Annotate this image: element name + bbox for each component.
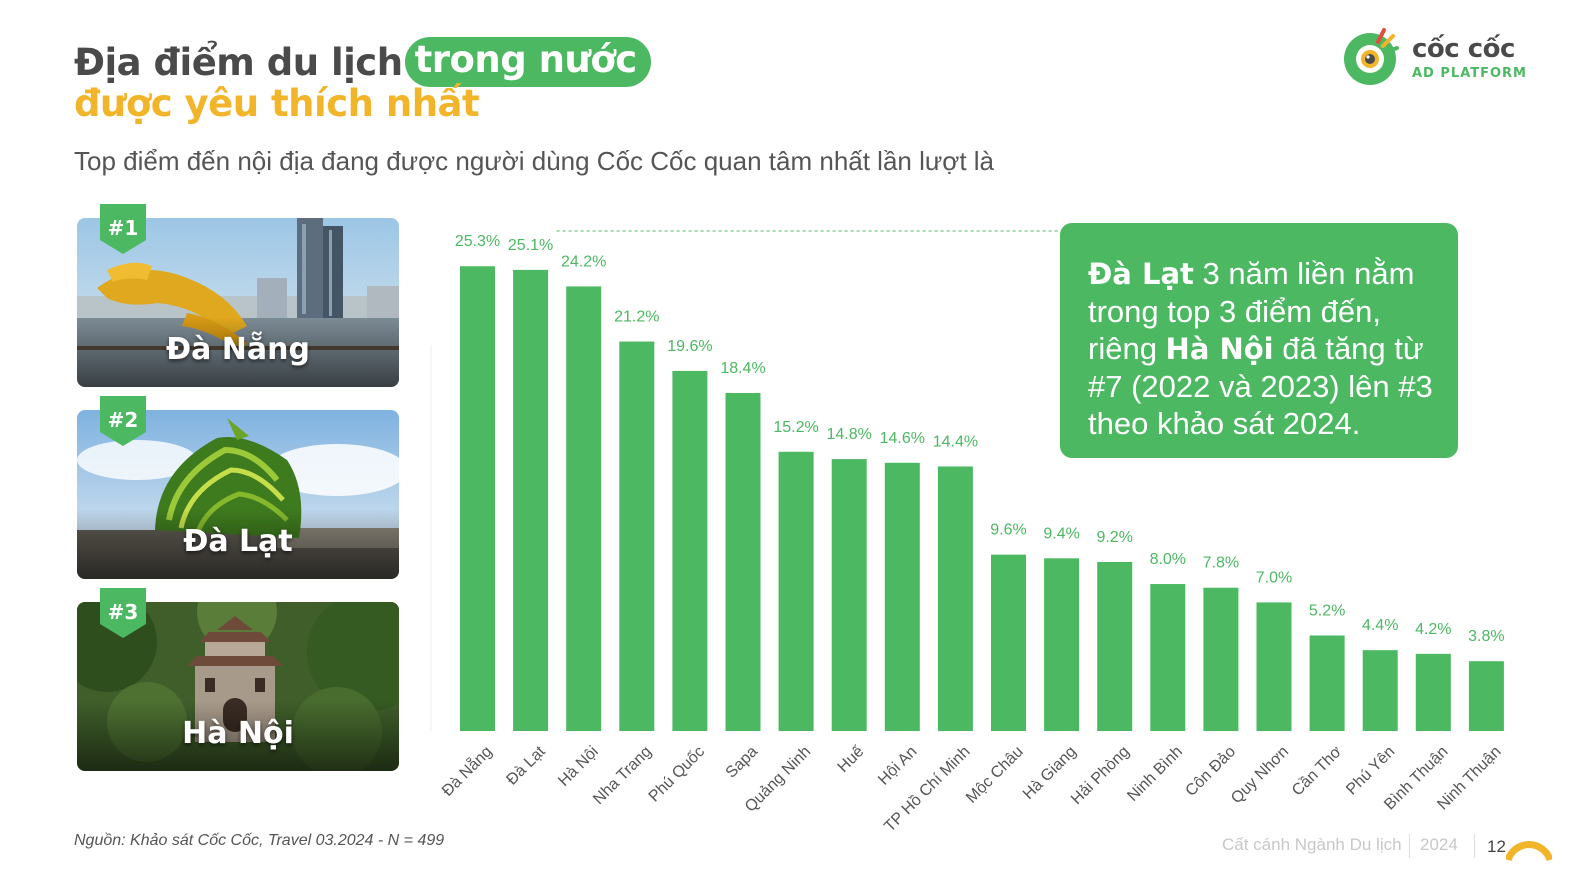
card-shade (77, 509, 399, 579)
rank-label: #2 (107, 408, 139, 432)
logo-tagline: AD PLATFORM (1412, 66, 1527, 81)
bar-value-label: 5.2% (1309, 602, 1345, 619)
bar-value-label: 3.8% (1468, 628, 1504, 645)
bar-value-label: 4.4% (1362, 617, 1398, 634)
category-tick-label: Ninh Bình (1124, 743, 1186, 805)
bar (1097, 561, 1133, 731)
bar-value-label: 4.2% (1415, 621, 1451, 638)
callout-text-2: đã tăng từ #7 (2022 và 2023) lên #3 theo… (1088, 331, 1433, 441)
category-tick-label: Đà Nẵng (438, 742, 496, 800)
bar (672, 370, 708, 731)
destinations-bar-chart: 25.3% Đà Nẵng 25.1% Đà Lạt 24.2% Hà Nội 21.2% N… (430, 230, 1506, 835)
bar-value-label: 25.1% (508, 237, 553, 254)
bar (937, 466, 973, 731)
bar-value-label: 14.6% (880, 430, 925, 447)
category-tick-label: Sapa (723, 743, 762, 782)
footer-divider (1474, 834, 1475, 858)
bar-value-label: 24.2% (561, 253, 606, 270)
bar-value-label: 14.4% (933, 433, 978, 450)
bar (1044, 558, 1080, 731)
category-tick-label: Phú Quốc (646, 743, 708, 805)
bar-value-label: 9.2% (1096, 529, 1132, 546)
bar (619, 341, 655, 731)
corner-arc-icon (1506, 841, 1552, 862)
bar-value-label: 9.4% (1043, 525, 1079, 542)
coccoc-logo: cốc cốc AD PLATFORM (1342, 28, 1532, 88)
page-title: Địa điểm du lịch trong nước (74, 36, 651, 88)
bar-value-label: 9.6% (990, 522, 1026, 539)
card-shade (77, 701, 399, 771)
bar (566, 286, 602, 731)
bar (1150, 584, 1186, 731)
bar-value-label: 14.8% (827, 426, 872, 443)
rank-badge-2: #2 (100, 396, 146, 446)
logo-name: cốc cốc (1412, 34, 1515, 64)
card-city-name: Đà Lạt (183, 524, 293, 559)
category-tick-label: Quy Nhơn (1228, 743, 1292, 807)
bar (831, 459, 867, 731)
title-highlight: trong nước (404, 37, 651, 87)
category-tick-label: Đà Lạt (503, 743, 549, 789)
category-tick-label: Mộc Châu (963, 743, 1027, 807)
bar-value-label: 7.8% (1203, 555, 1239, 572)
footer-divider (1409, 834, 1410, 858)
rank-label: #3 (107, 600, 139, 624)
report-name: Cất cánh Ngành Du lịch (1222, 835, 1402, 854)
bar-value-label: 25.3% (455, 233, 500, 250)
bar (778, 451, 814, 731)
category-tick-label: Huế (835, 743, 868, 776)
insight-callout: Đà Lạt 3 năm liền nằm trong top 3 điểm đ… (1060, 223, 1458, 458)
callout-bold-1: Đà Lạt (1088, 257, 1194, 291)
category-tick-label: Nha Trang (590, 743, 655, 808)
title-line-2: được yêu thích nhất (74, 82, 480, 125)
category-tick-label: Hà Nội (555, 743, 602, 790)
bar-value-label: 15.2% (773, 419, 818, 436)
category-tick-label: Cần Thơ (1289, 743, 1346, 800)
bar-value-label: 21.2% (614, 309, 659, 326)
report-year: 2024 (1420, 835, 1458, 854)
category-tick-label: Phú Yên (1343, 743, 1398, 798)
card-shade (77, 317, 399, 387)
bar-value-label: 18.4% (720, 360, 765, 377)
bar (1468, 661, 1504, 731)
bar (991, 554, 1026, 731)
callout-text-1: 3 năm liền nằm trong top 3 điểm đến, riê… (1088, 256, 1415, 366)
bar (1309, 635, 1345, 731)
bar (1362, 650, 1398, 731)
rank-badge-3: #3 (100, 588, 146, 638)
bar (513, 269, 549, 731)
coccoc-logo-icon (1344, 28, 1399, 85)
category-tick-label: Hải Phòng (1068, 743, 1133, 808)
bar-value-label: 8.0% (1150, 551, 1186, 568)
bar-value-label: 7.0% (1256, 569, 1292, 586)
card-city-name: Đà Nẵng (165, 332, 310, 367)
subtitle: Top điểm đến nội địa đang được người dùn… (74, 146, 995, 176)
bar (1256, 602, 1292, 731)
card-city-name: Hà Nội (182, 716, 294, 751)
bar (1415, 653, 1451, 731)
source-note: Nguồn: Khảo sát Cốc Cốc, Travel 03.2024 … (74, 832, 445, 849)
callout-bold-2: Hà Nội (1165, 332, 1274, 366)
rank-badge-1: #1 (100, 204, 146, 254)
bar (1203, 587, 1239, 731)
destination-card-da-lat: Đà Lạt (77, 410, 399, 579)
page-number: 12 (1487, 837, 1506, 856)
rank-label: #1 (107, 216, 139, 240)
title-text: Địa điểm du lịch (74, 40, 403, 84)
bar (460, 266, 495, 731)
bar (725, 392, 761, 731)
category-tick-label: Hội An (875, 743, 920, 788)
bar-value-label: 19.6% (667, 338, 712, 355)
bar (884, 462, 920, 731)
